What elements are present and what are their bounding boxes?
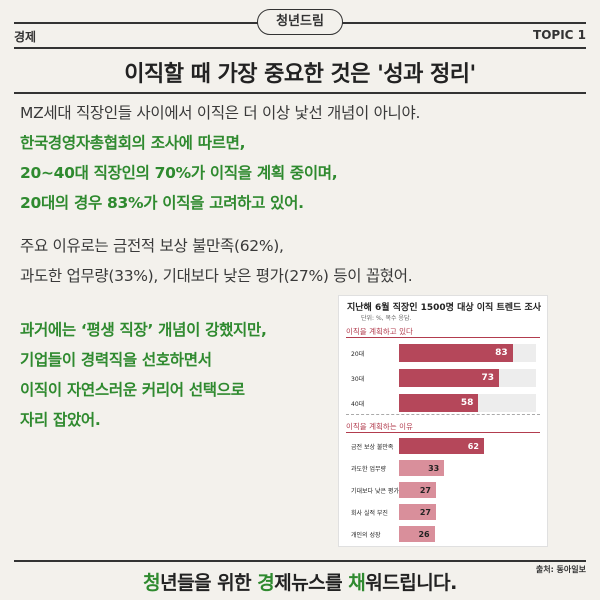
bar-value-label: 62	[467, 441, 479, 451]
bar-category-label: 기대보다 낮은 평가	[351, 488, 399, 495]
chart-title: 지난해 6월 직장인 1500명 대상 이직 트렌드 조사	[347, 303, 542, 313]
paragraph-line: 이직이 자연스러운 커리어 선택으로	[20, 381, 245, 399]
bar: 27	[399, 504, 436, 520]
paragraph-line: 주요 이유로는 금전적 보상 불만족(62%),	[20, 237, 284, 255]
survey-chart: 지난해 6월 직장인 1500명 대상 이직 트렌드 조사 단위: %, 복수 …	[338, 295, 548, 547]
paragraph-line: 과도한 업무량(33%), 기대보다 낮은 평가(27%) 등이 꼽혔어.	[20, 267, 413, 285]
chart-section-label-plan: 이직을 계획하고 있다	[346, 327, 413, 336]
headline-top-rule	[14, 47, 586, 49]
bar-category-label: 회사 실적 부진	[351, 510, 388, 517]
bar-category-label: 과도한 업무량	[351, 466, 387, 473]
bar-category-label: 개인의 성장	[351, 532, 381, 539]
paragraph-intro: MZ세대 직장인들 사이에서 이직은 더 이상 낯선 개념이 아니야. 한국경영자…	[20, 98, 420, 218]
slogan-part: 제뉴스를	[274, 572, 349, 594]
bar-category-label: 금전 보상 불만족	[351, 444, 394, 451]
chart-unit-note: 단위: %, 복수 응답.	[361, 315, 412, 322]
footer-rule	[14, 560, 586, 562]
bar: 27	[399, 482, 436, 498]
chart-section-label-reasons: 이직을 계획하는 이유	[346, 422, 413, 431]
headline: 이직할 때 가장 중요한 것은 '성과 정리'	[124, 62, 476, 87]
paragraph-line: MZ세대 직장인들 사이에서 이직은 더 이상 낯선 개념이 아니야.	[20, 104, 421, 122]
paragraph-line: 한국경영자총협회의 조사에 따르면,	[20, 134, 246, 152]
paragraph-line: 자리 잡았어.	[20, 411, 101, 429]
chart-section-rule	[346, 432, 540, 433]
bar-track: 58	[399, 394, 536, 412]
bar-value-label: 58	[460, 398, 474, 408]
chart-section-rule	[346, 337, 540, 338]
bar: 58	[399, 394, 479, 412]
bar: 62	[399, 438, 484, 454]
paragraph-reasons: 주요 이유로는 금전적 보상 불만족(62%), 과도한 업무량(33%), 기대…	[20, 231, 413, 291]
chart-section-separator	[346, 414, 540, 415]
bar-value-label: 33	[428, 463, 440, 473]
bar-value-label: 26	[418, 529, 430, 539]
slogan-part: 청	[143, 572, 161, 594]
bar-track: 83	[399, 344, 536, 362]
category-label: 경제	[14, 30, 37, 44]
bar-track: 62	[399, 438, 536, 454]
source-credit: 출처: 동아일보	[535, 565, 586, 574]
headline-bottom-rule	[14, 92, 586, 94]
slogan-part: 채	[348, 572, 366, 594]
bar-track: 27	[399, 504, 536, 520]
topic-label: TOPIC 1	[533, 28, 586, 42]
bar: 73	[399, 369, 499, 387]
bar-category-label: 20대	[351, 351, 365, 358]
brand-badge: 청년드림	[257, 9, 343, 35]
bar-value-label: 27	[419, 507, 431, 517]
bar-value-label: 73	[481, 373, 494, 383]
paragraph-line: 20~40대 직장인의 70%가 이직을 계획 중이며,	[20, 164, 338, 182]
bar-track: 73	[399, 369, 536, 387]
bar: 83	[399, 344, 513, 362]
paragraph-line: 20대의 경우 83%가 이직을 고려하고 있어.	[20, 194, 304, 212]
slogan-part: 워드립니다.	[365, 572, 457, 594]
bar-track: 27	[399, 482, 536, 498]
bar-track: 33	[399, 460, 536, 476]
bar: 33	[399, 460, 445, 476]
paragraph-line: 기업들이 경력직을 선호하면서	[20, 351, 212, 369]
bar-track: 26	[399, 526, 536, 542]
bar-value-label: 27	[419, 485, 431, 495]
bar: 26	[399, 526, 435, 542]
slogan-part: 경	[257, 572, 275, 594]
bar-category-label: 30대	[351, 376, 365, 383]
bar-category-label: 40대	[351, 401, 365, 408]
bar-value-label: 83	[495, 348, 508, 358]
slogan-part: 년들을 위한	[160, 572, 258, 594]
footer-slogan: 청년들을 위한 경제뉴스를 채워드립니다.	[0, 568, 600, 595]
paragraph-line: 과거에는 ‘평생 직장’ 개념이 강했지만,	[20, 321, 267, 339]
